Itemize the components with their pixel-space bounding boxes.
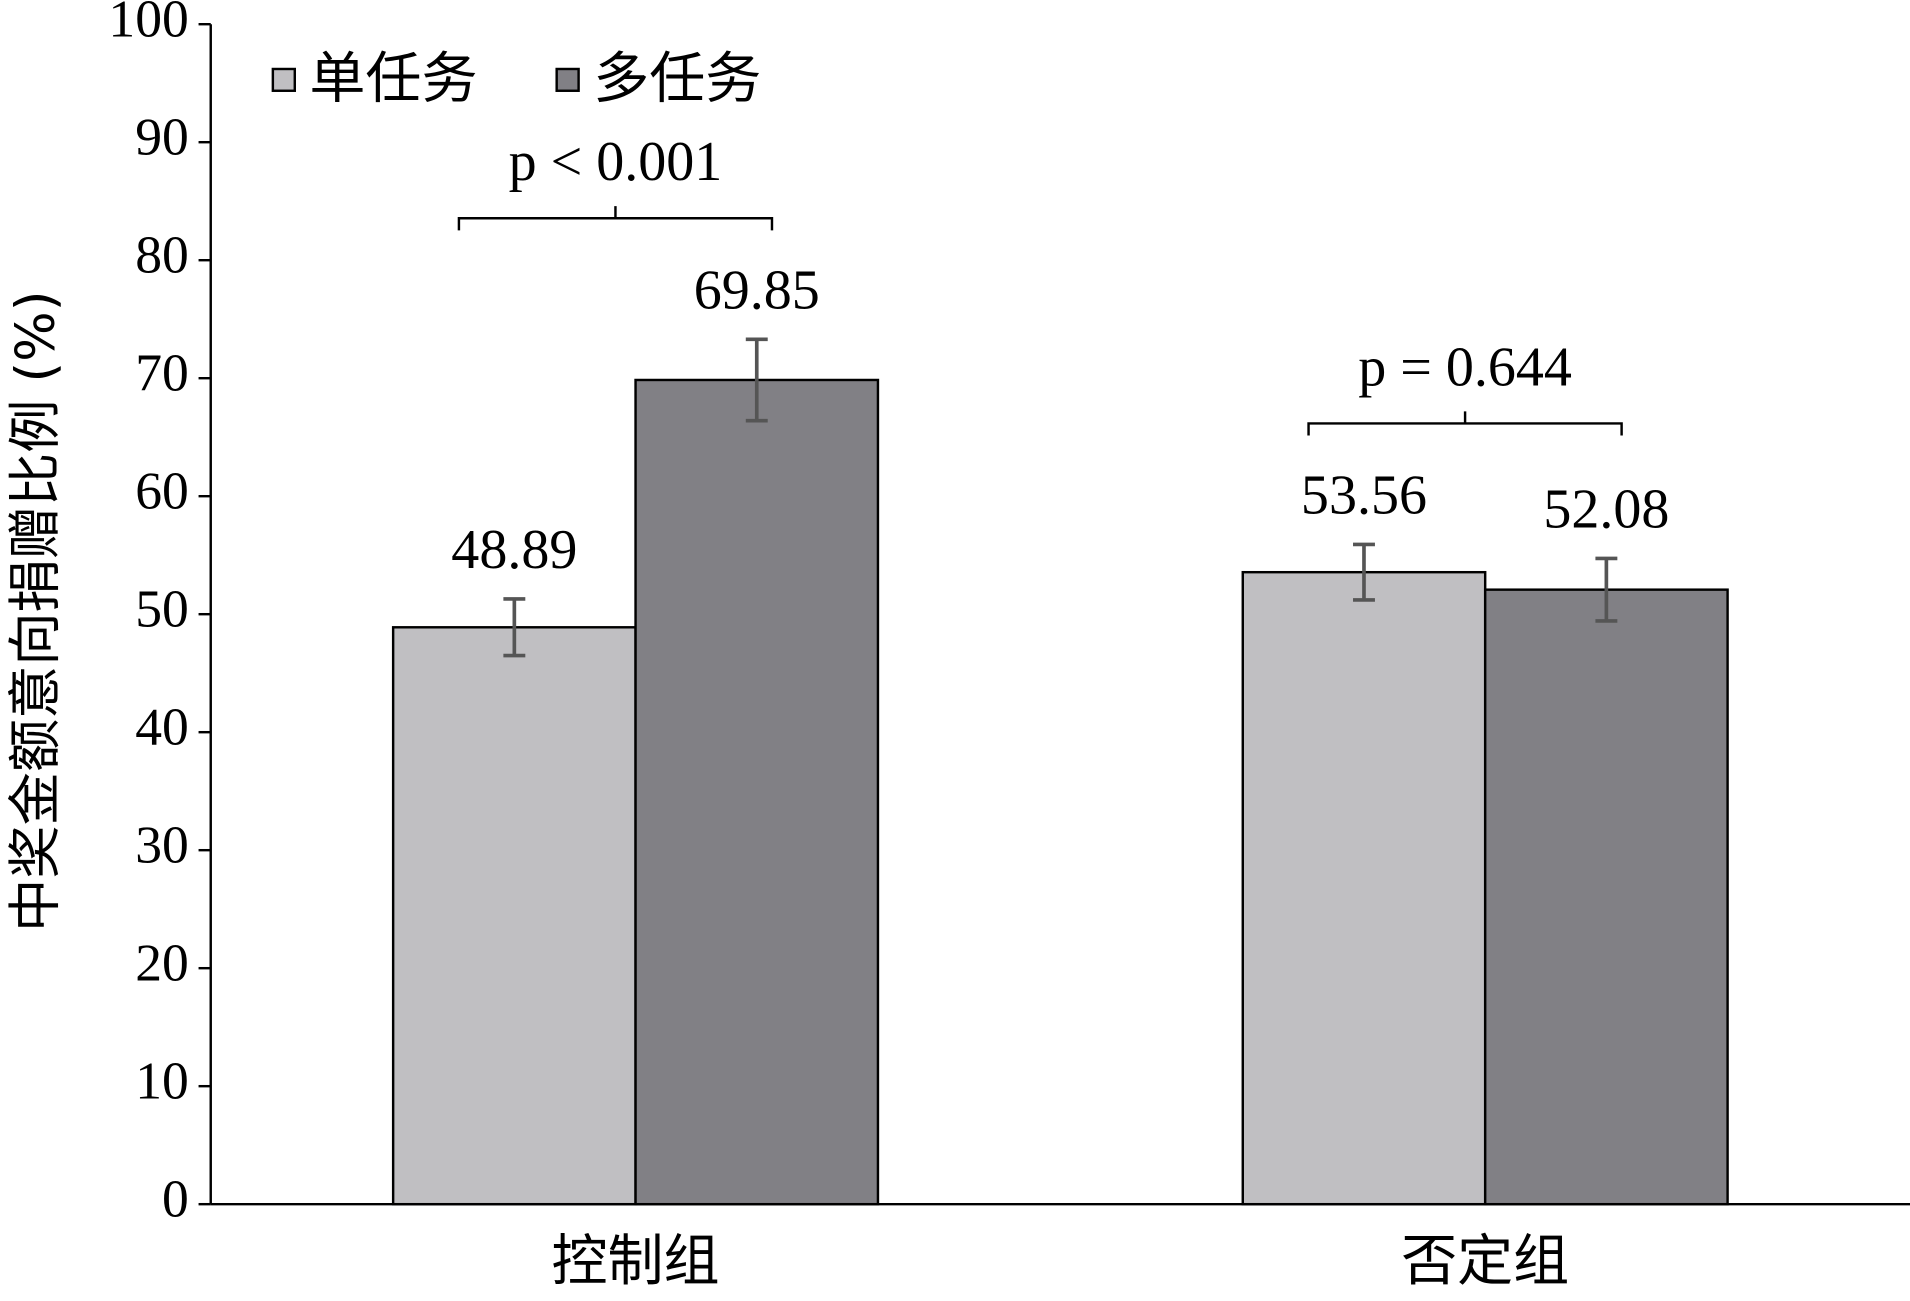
x-tick-label: 否定组: [1401, 1229, 1569, 1294]
significance-bracket: [1307, 411, 1623, 436]
legend-swatch: [555, 67, 580, 92]
value-label: 53.56: [1301, 465, 1427, 527]
legend-label: 多任务: [593, 47, 761, 112]
y-tick-label: 50: [135, 579, 189, 639]
annotation: p < 0.001: [509, 131, 723, 193]
y-tick-label: 20: [135, 933, 189, 993]
value-label: 48.89: [451, 519, 577, 581]
legend-label: 单任务: [309, 47, 477, 112]
error-bar: [745, 337, 768, 423]
y-tick-label: 80: [135, 225, 189, 285]
bar: [391, 626, 637, 1206]
significance-bracket: [457, 206, 774, 231]
y-tick-label: 70: [135, 343, 189, 403]
value-label: 52.08: [1543, 479, 1669, 541]
x-tick-label: 控制组: [552, 1229, 720, 1294]
error-bar: [1353, 542, 1375, 602]
y-tick-label: 40: [135, 697, 189, 757]
y-axis-label: 中奖金额意向捐赠比例 (%): [4, 290, 67, 931]
error-bar: [1595, 556, 1618, 623]
legend-swatch: [271, 67, 297, 92]
annotation: p = 0.644: [1358, 337, 1572, 399]
bar: [1241, 570, 1487, 1206]
y-tick-label: 30: [135, 815, 189, 875]
bar: [634, 378, 880, 1206]
bar: [1483, 588, 1729, 1206]
y-tick-label: 100: [108, 0, 188, 48]
value-label: 69.85: [694, 260, 820, 322]
y-tick-label: 90: [135, 107, 189, 167]
y-tick-label: 60: [135, 461, 189, 521]
y-tick-label: 10: [135, 1051, 189, 1111]
y-tick-label: 0: [162, 1169, 189, 1229]
error-bar: [503, 597, 526, 658]
